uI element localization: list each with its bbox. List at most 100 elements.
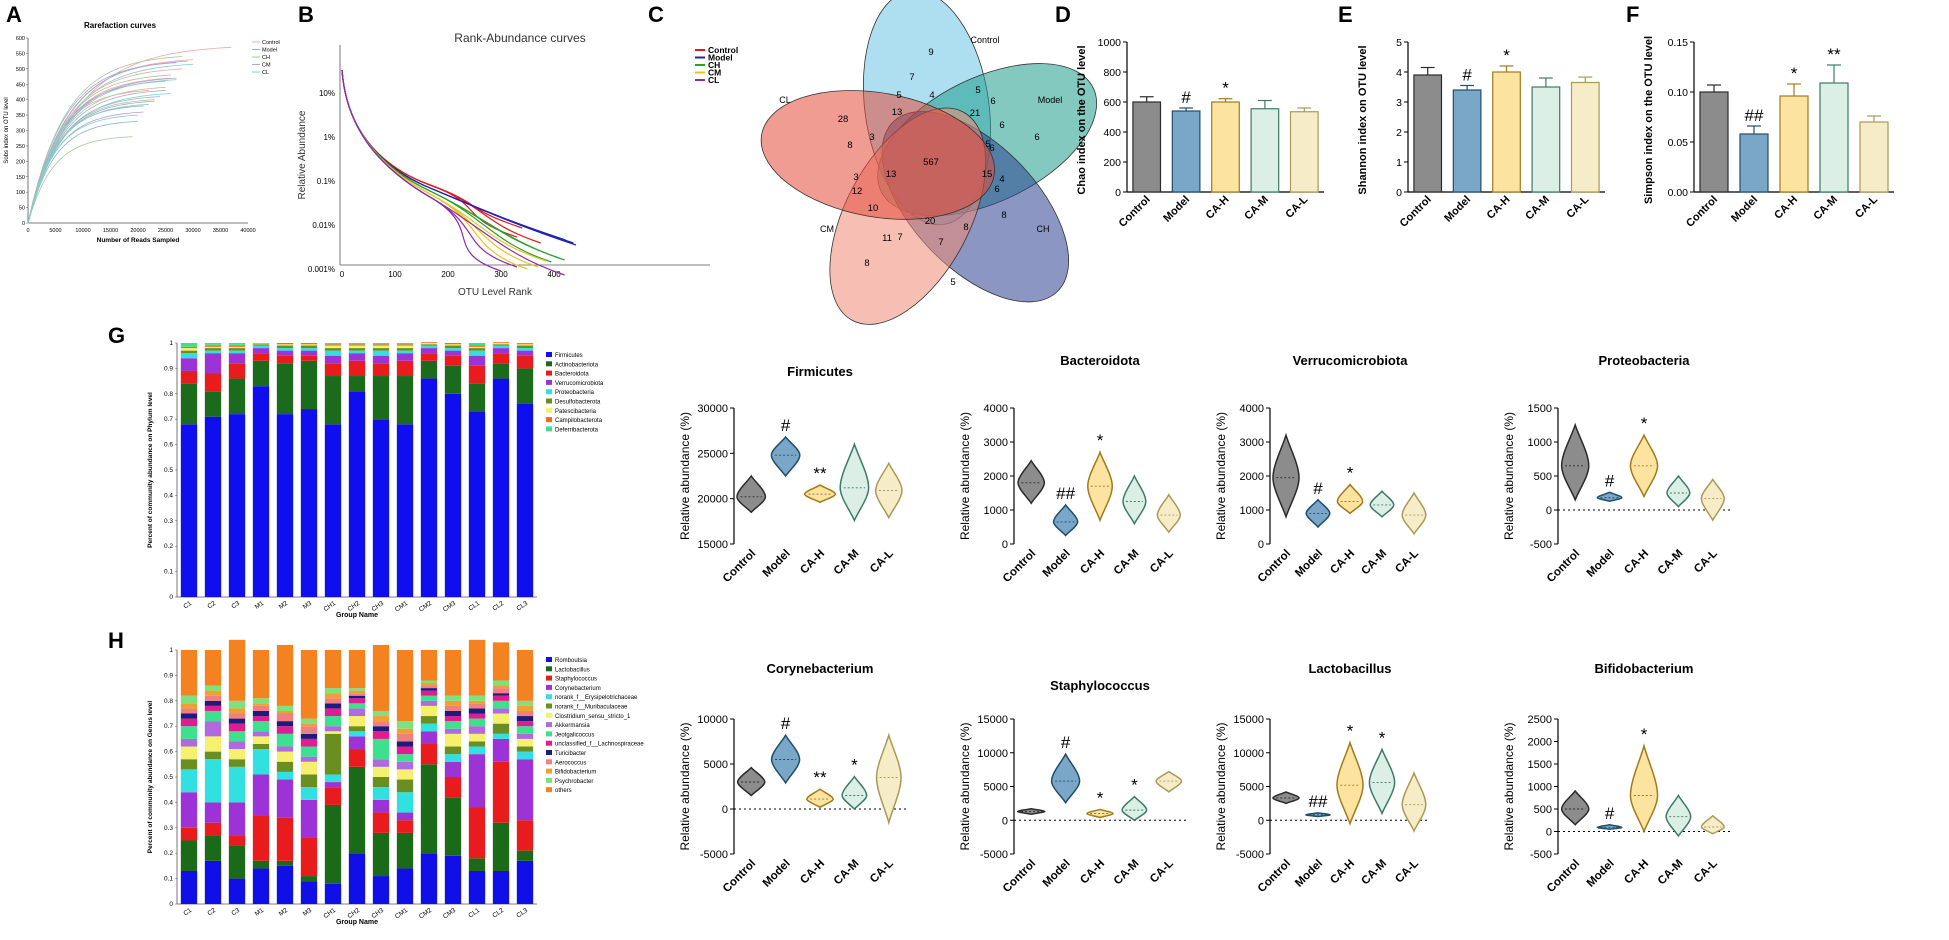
stacked-segment bbox=[372, 721, 390, 727]
legend-label: Actinobacteriota bbox=[555, 362, 599, 368]
y-tick-label: 1500 bbox=[1528, 403, 1552, 415]
violin-model bbox=[1050, 752, 1081, 805]
stacked-segment bbox=[228, 639, 246, 701]
stacked-segment bbox=[420, 688, 438, 691]
panel-label-f: F bbox=[1626, 2, 1639, 27]
violin-title: Proteobacteria bbox=[1598, 353, 1690, 368]
y-tick-label: 30000 bbox=[697, 403, 728, 415]
stacked-segment bbox=[420, 683, 438, 686]
stacked-segment bbox=[468, 639, 486, 696]
violin-ca-l bbox=[1156, 493, 1181, 534]
stacked-segment bbox=[300, 343, 318, 345]
stacked-segment bbox=[492, 378, 510, 597]
stacked-segment bbox=[516, 650, 534, 701]
stacked-segment bbox=[324, 350, 342, 356]
stacked-segment bbox=[396, 746, 414, 755]
simpson-bar-chart: 0.00 0.05 0.10 0.15 Simpson index on the OTU… bbox=[1643, 36, 1894, 230]
stacked-segment bbox=[204, 802, 222, 823]
stacked-segment bbox=[300, 837, 318, 877]
x-tick-label: CM2 bbox=[418, 907, 434, 921]
stacked-segment bbox=[252, 650, 270, 699]
rarefaction-curve bbox=[27, 103, 150, 224]
x-tick-label: Control bbox=[1684, 194, 1720, 230]
x-tick-label: CA-L bbox=[1564, 193, 1591, 220]
stacked-segment bbox=[324, 650, 342, 689]
stacked-segment bbox=[276, 344, 294, 346]
stacked-segment bbox=[324, 883, 342, 904]
rarefaction-curve bbox=[27, 62, 177, 224]
stacked-segment bbox=[180, 650, 198, 696]
y-tick-label: 15000 bbox=[697, 539, 728, 551]
legend-label: Campilobacterota bbox=[555, 418, 603, 424]
legend-swatch bbox=[546, 417, 552, 423]
legend-swatch bbox=[546, 361, 552, 367]
rarefaction-curve bbox=[27, 114, 139, 224]
stacked-segment bbox=[276, 363, 294, 415]
venn-count: 5 bbox=[896, 90, 901, 101]
stacked-segment bbox=[324, 782, 342, 788]
stacked-segment bbox=[396, 779, 414, 793]
significance-mark: * bbox=[1222, 79, 1229, 98]
violin-model bbox=[1052, 503, 1079, 537]
stacked-segment bbox=[372, 731, 390, 739]
stacked-segment bbox=[468, 411, 486, 597]
stacked-segment bbox=[444, 754, 462, 762]
violin-ca-l bbox=[875, 732, 902, 826]
y-tick-label: 15000 bbox=[1233, 714, 1264, 726]
x-tick-label: Control bbox=[1398, 194, 1434, 230]
stacked-segment bbox=[492, 695, 510, 701]
x-tick-label: CA-M bbox=[1359, 858, 1389, 888]
y-tick-label: 150 bbox=[16, 175, 25, 181]
significance-mark: # bbox=[1313, 479, 1323, 498]
y-tick-label: 100 bbox=[16, 190, 25, 196]
y-tick-label: 25000 bbox=[697, 448, 728, 460]
stacked-segment bbox=[276, 345, 294, 349]
stacked-segment bbox=[324, 693, 342, 699]
venn-count: 8 bbox=[864, 258, 869, 269]
bar-control bbox=[1699, 91, 1729, 193]
y-tick-label: 1% bbox=[323, 133, 335, 142]
y-tick-label: 10000 bbox=[697, 714, 728, 726]
venn-set-label: CM bbox=[820, 224, 834, 234]
stacked-segment bbox=[420, 685, 438, 689]
y-tick-label: 800 bbox=[1103, 67, 1121, 79]
y-tick-label: 10000 bbox=[977, 748, 1008, 760]
violin-model bbox=[770, 733, 801, 785]
y-tick-label: 0.4 bbox=[164, 799, 173, 806]
stacked-segment bbox=[444, 733, 462, 747]
y-tick-label: 1000 bbox=[1528, 437, 1552, 449]
x-tick-label: CA-L bbox=[1283, 193, 1310, 220]
stacked-segment bbox=[300, 723, 318, 727]
stacked-segment bbox=[204, 416, 222, 597]
stacked-segment bbox=[276, 713, 294, 722]
bar-model bbox=[1171, 110, 1201, 193]
violin-ca-h bbox=[1336, 740, 1364, 826]
legend-swatch bbox=[546, 787, 552, 793]
y-tick-label: 300 bbox=[16, 129, 25, 135]
stacked-segment bbox=[372, 363, 390, 377]
stacked-segment bbox=[516, 350, 534, 356]
stacked-segment bbox=[516, 850, 534, 861]
significance-mark: * bbox=[1641, 725, 1648, 744]
stacked-segment bbox=[228, 845, 246, 879]
stacked-segment bbox=[396, 792, 414, 813]
stacked-segment bbox=[276, 733, 294, 747]
y-tick-label: 1500 bbox=[1528, 759, 1552, 771]
venn-count: 20 bbox=[925, 216, 936, 227]
stacked-segment bbox=[252, 736, 270, 744]
significance-mark: * bbox=[1347, 722, 1354, 741]
violin-model bbox=[770, 435, 801, 478]
stacked-segment bbox=[324, 731, 342, 734]
venn-count: 6 bbox=[994, 184, 999, 195]
venn-count: 8 bbox=[963, 222, 968, 233]
x-tick-label: CM1 bbox=[394, 907, 410, 921]
rank-curve bbox=[341, 69, 528, 270]
stacked-segment bbox=[324, 716, 342, 727]
x-tick-label: Control bbox=[721, 548, 758, 585]
y-tick-label: 2000 bbox=[984, 471, 1008, 483]
x-tick-label: 0 bbox=[340, 270, 345, 279]
stacked-segment bbox=[444, 761, 462, 777]
y-tick-label: 200 bbox=[1103, 157, 1121, 169]
violin-ca-l bbox=[1401, 491, 1427, 536]
legend-swatch bbox=[546, 379, 552, 385]
